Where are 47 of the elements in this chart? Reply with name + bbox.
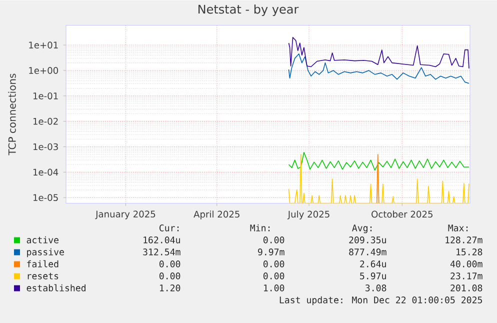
legend-label: resets: [28, 272, 58, 280]
text: 0.00: [159, 260, 180, 268]
text: 0.00: [159, 272, 180, 280]
text: 128.27m: [446, 236, 482, 244]
x-tick-label: January 2025: [95, 210, 156, 220]
text: 40.00m: [450, 260, 482, 268]
x-tick-label: October 2025: [372, 210, 432, 218]
legend-label: passive: [27, 248, 64, 258]
y-tick-label: 1e-04: [33, 168, 58, 176]
text: 0.00: [263, 272, 284, 280]
text: Cur:: [160, 224, 179, 232]
line-series: [288, 36, 470, 69]
text: 0.00: [263, 236, 284, 244]
legend-label: active: [26, 236, 58, 244]
text: 1.20: [160, 284, 180, 292]
y-tick-label: 1e-05: [33, 194, 58, 201]
text: 312.54m: [143, 248, 180, 256]
chart-title: Netstat - by year: [198, 4, 299, 16]
legend-label: failed: [27, 260, 58, 268]
text: 162.04u: [144, 236, 180, 244]
line-series: [288, 53, 470, 84]
y-tick-label: 1e-03: [33, 143, 58, 150]
text: 5.97u: [360, 272, 386, 280]
y-axis-title: TCP connections: [8, 74, 16, 156]
text: 1.00: [264, 284, 284, 292]
text: 3.08: [366, 284, 386, 292]
line-series: [288, 154, 470, 204]
text: 0.00: [263, 260, 284, 268]
text: 209.35u: [349, 236, 386, 244]
text: Avg:: [352, 224, 372, 234]
text: 23.17m: [450, 272, 482, 280]
y-tick-label: 1e+01: [29, 41, 58, 48]
text: 9.97m: [258, 248, 284, 256]
text: 15.28: [456, 248, 482, 256]
text: 877.49m: [349, 248, 386, 256]
x-tick-label: April 2025: [194, 210, 240, 220]
text: 201.08: [450, 284, 482, 292]
y-tick-label: 1e-01: [33, 92, 58, 100]
text: Max:: [448, 224, 468, 232]
line-series: [288, 152, 470, 170]
text: Last update: Mon Dec 22 01:00:05 2025: [280, 296, 482, 306]
text: Min:: [250, 224, 270, 232]
y-tick-label: 1e-02: [33, 118, 58, 125]
y-tick-label: 1e+00: [29, 66, 58, 74]
legend-label: established: [26, 284, 86, 292]
x-tick-label: July 2025: [287, 210, 330, 220]
text: 2.64u: [360, 260, 386, 268]
